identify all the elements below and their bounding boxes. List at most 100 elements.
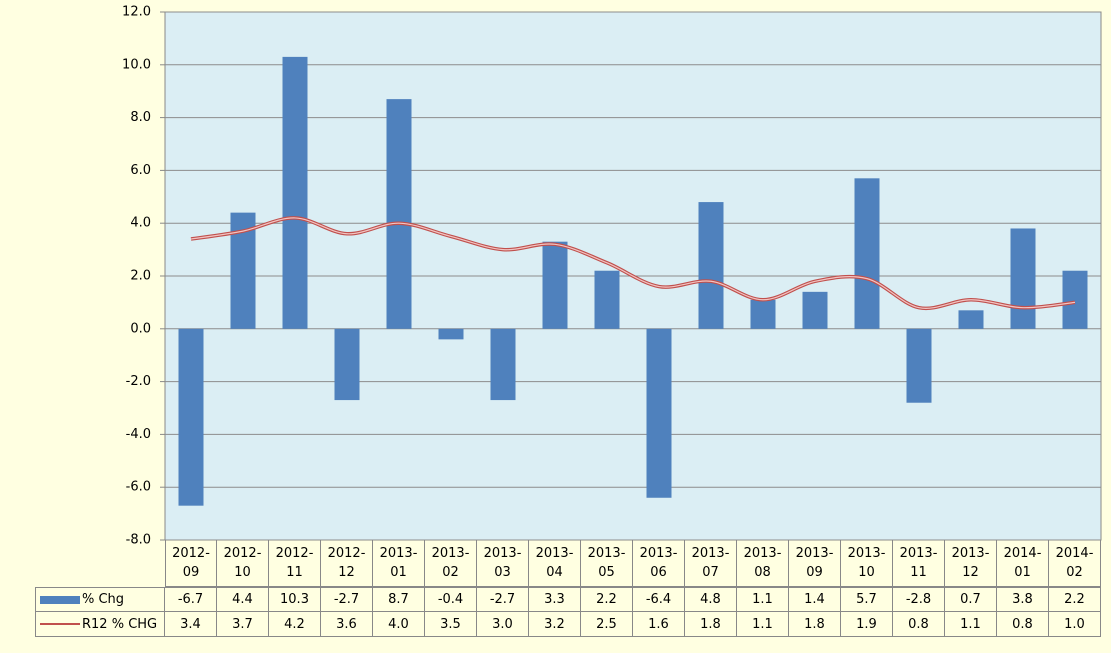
bar (750, 299, 776, 329)
data-label: -2.7 (321, 587, 373, 612)
x-tick-label: 2013-06 (633, 540, 685, 587)
data-label: 5.7 (841, 587, 893, 612)
x-tick-label-text: 2013-11 (899, 546, 938, 580)
data-label: -2.8 (893, 587, 945, 612)
x-tick-label-text: 2013-06 (639, 546, 678, 580)
data-label: 1.8 (789, 612, 841, 637)
x-tick-label: 2014-02 (1049, 540, 1101, 587)
data-label-text: 1.9 (856, 616, 877, 632)
x-tick-label: 2014-01 (997, 540, 1049, 587)
data-label-text: 2.2 (1064, 592, 1085, 607)
data-label-text: 3.7 (232, 616, 253, 632)
data-label-text: 2.2 (596, 592, 617, 607)
y-tick-label: -4.0 (126, 427, 151, 442)
data-label: 10.3 (269, 587, 321, 612)
data-label: -6.4 (633, 587, 685, 612)
data-label-text: -6.4 (645, 592, 672, 607)
data-label-text: 1.1 (752, 592, 773, 607)
data-label-text: 3.8 (1012, 592, 1033, 607)
data-label: 1.8 (685, 612, 737, 637)
bar (542, 241, 568, 329)
x-tick-label: 2012-12 (321, 540, 373, 587)
data-label: 3.8 (997, 587, 1049, 612)
data-label: 1.0 (1049, 612, 1101, 637)
line-series-inner (190, 217, 1076, 309)
x-tick-label: 2013-07 (685, 540, 737, 587)
bar (906, 328, 932, 403)
y-tick-label: -8.0 (126, 533, 151, 548)
x-tick-label: 2012-10 (217, 540, 269, 587)
x-tick-label: 2013-05 (581, 540, 633, 587)
data-label-text: 3.3 (544, 592, 565, 607)
data-label: 0.8 (893, 612, 945, 637)
y-tick-label: 12.0 (122, 5, 151, 20)
data-label-text: 1.0 (1064, 616, 1085, 632)
y-tick-label: 6.0 (130, 163, 151, 178)
x-tick-label-text: 2012-11 (275, 546, 314, 580)
data-label-text: 4.2 (284, 616, 305, 632)
x-tick-label-text: 2013-01 (379, 546, 418, 580)
data-label-text: 0.8 (908, 616, 929, 632)
data-label-text: 1.8 (804, 616, 825, 632)
x-tick-label-text: 2012-10 (223, 546, 262, 580)
data-label: 4.4 (217, 587, 269, 612)
data-label-text: 4.0 (388, 616, 409, 632)
bar (438, 328, 464, 340)
data-label-text: 8.7 (388, 592, 409, 607)
y-tick-label: 8.0 (130, 110, 151, 125)
data-label: 3.3 (529, 587, 581, 612)
data-label: -0.4 (425, 587, 477, 612)
bar (490, 328, 516, 401)
legend-label: % Chg (82, 592, 125, 607)
data-label-text: 1.1 (960, 616, 981, 632)
bar (1010, 228, 1036, 329)
data-label-text: -2.7 (489, 592, 516, 607)
x-tick-label-text: 2014-01 (1003, 546, 1042, 580)
data-label-text: 2.5 (596, 616, 617, 632)
data-label-text: 3.0 (492, 616, 513, 632)
x-tick-label-text: 2013-10 (847, 546, 886, 580)
data-label: 1.1 (945, 612, 997, 637)
legend-label: R12 % CHG (82, 616, 158, 632)
data-label: 3.5 (425, 612, 477, 637)
data-label: 4.8 (685, 587, 737, 612)
data-label-text: 3.2 (544, 616, 565, 632)
x-tick-label-text: 2013-04 (535, 546, 574, 580)
data-label: 8.7 (373, 587, 425, 612)
bar (386, 99, 412, 329)
data-label: 1.6 (633, 612, 685, 637)
x-tick-label-text: 2013-08 (743, 546, 782, 580)
bar (854, 178, 880, 329)
bar (958, 310, 984, 329)
x-tick-label-text: 2013-02 (431, 546, 470, 580)
x-tick-label: 2013-10 (841, 540, 893, 587)
y-tick-label: 10.0 (122, 57, 151, 72)
data-label-text: -2.8 (905, 592, 932, 607)
x-tick-label-text: 2013-03 (483, 546, 522, 580)
data-label: 1.4 (789, 587, 841, 612)
y-tick-label: 0.0 (130, 321, 151, 336)
data-label-text: 3.4 (180, 616, 201, 632)
bar (334, 328, 360, 401)
legend-key (40, 595, 80, 604)
x-tick-label: 2013-04 (529, 540, 581, 587)
x-tick-label-text: 2012-12 (327, 546, 366, 580)
data-label: 1.1 (737, 587, 789, 612)
y-tick-label: 4.0 (130, 216, 151, 231)
data-label: 0.8 (997, 612, 1049, 637)
x-tick-label: 2013-02 (425, 540, 477, 587)
data-label: 1.9 (841, 612, 893, 637)
data-label: 4.0 (373, 612, 425, 637)
data-label: -6.7 (165, 587, 217, 612)
data-label: 3.4 (165, 612, 217, 637)
x-tick-label-text: 2013-07 (691, 546, 730, 580)
data-label: 3.7 (217, 612, 269, 637)
x-tick-label-text: 2013-12 (951, 546, 990, 580)
x-tick-label: 2013-03 (477, 540, 529, 587)
data-label-text: 0.8 (1012, 616, 1033, 632)
data-label-text: 3.6 (336, 616, 357, 632)
data-label: 3.0 (477, 612, 529, 637)
data-label: 0.7 (945, 587, 997, 612)
